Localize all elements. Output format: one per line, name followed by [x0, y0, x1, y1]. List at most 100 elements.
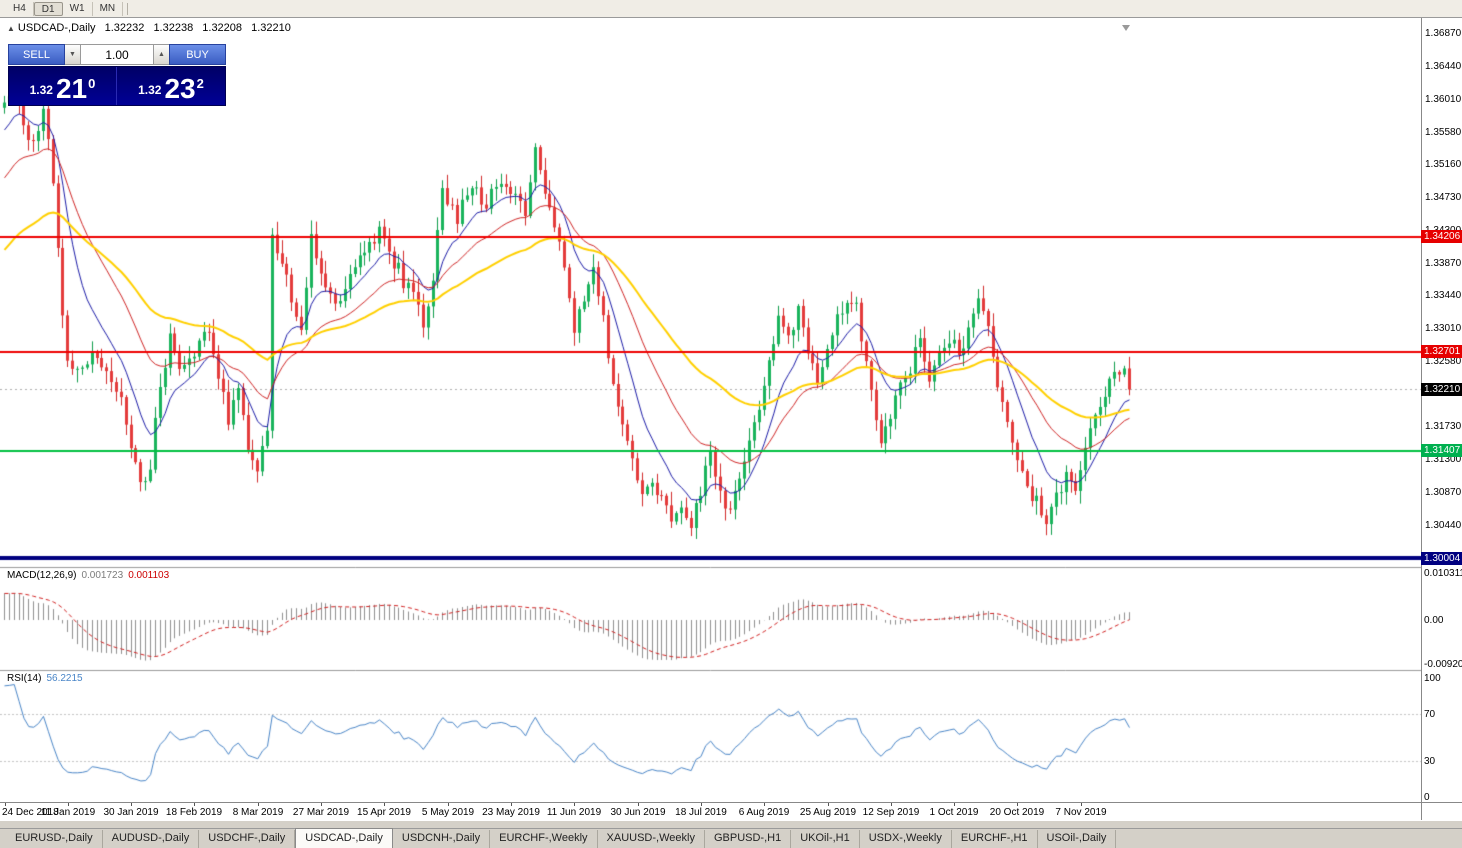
volume-input[interactable] [80, 44, 154, 65]
date-axis-tick [511, 803, 512, 806]
price-axis-tick: 1.33870 [1425, 257, 1462, 269]
date-axis-label: 11 Jun 2019 [546, 807, 602, 818]
buy-price-small: 1.32 [138, 83, 162, 97]
price-chart-canvas[interactable] [0, 20, 1421, 802]
macd-axis-label: -0.009203 [1424, 659, 1462, 670]
ohlc-low: 1.32208 [202, 22, 243, 34]
price-axis-tick: 1.31300 [1425, 454, 1462, 466]
price-level-tag: 1.34206 [1421, 230, 1462, 244]
price-level-tag: 1.32210 [1421, 382, 1462, 396]
price-axis-tick: 1.36440 [1425, 60, 1462, 72]
date-axis-tick [194, 803, 195, 806]
date-axis-label: 30 Jan 2019 [103, 807, 159, 818]
date-axis-label: 1 Oct 2019 [929, 807, 979, 818]
date-axis-tick [131, 803, 132, 806]
price-axis-tick: 1.35160 [1425, 158, 1462, 170]
date-axis-label: 6 Aug 2019 [738, 807, 790, 818]
timeframe-button-h4[interactable]: H4 [6, 1, 34, 16]
rsi-axis-label: 70 [1424, 708, 1436, 720]
sell-button[interactable]: SELL [8, 44, 65, 65]
volume-up-icon[interactable]: ▲ [154, 44, 169, 65]
date-axis-tick [891, 803, 892, 806]
chart-tab-eurchf[interactable]: EURCHF-,Weekly [490, 830, 598, 848]
rsi-axis-label: 100 [1424, 673, 1441, 684]
chart-tab-usdcnh[interactable]: USDCNH-,Daily [393, 830, 491, 848]
sell-price-small: 1.32 [29, 83, 53, 97]
rsi-label: RSI(14) 56.2215 [7, 673, 83, 684]
date-axis-label: 15 Apr 2019 [357, 807, 411, 818]
price-axis-tick: 1.33010 [1425, 323, 1462, 335]
ohlc-open: 1.32232 [104, 22, 145, 34]
volume-down-icon[interactable]: ▼ [65, 44, 80, 65]
chart-tab-audusd[interactable]: AUDUSD-,Daily [103, 830, 200, 848]
chart-tab-usoil[interactable]: USOil-,Daily [1038, 830, 1117, 848]
macd-main-value: 0.001723 [81, 570, 124, 581]
date-axis-tick [764, 803, 765, 806]
date-axis-tick [321, 803, 322, 806]
date-axis-tick [954, 803, 955, 806]
rsi-axis-label: 30 [1424, 756, 1436, 768]
date-axis-label: 18 Feb 2019 [165, 807, 223, 818]
axis-corner-divider [1421, 803, 1422, 821]
date-axis-label: 11 Jan 2019 [40, 807, 96, 818]
price-axis-tick: 1.36010 [1425, 93, 1462, 105]
chart-region: ▲ USDCAD-,Daily 1.32232 1.32238 1.32208 1… [0, 18, 1462, 803]
date-axis-label: 12 Sep 2019 [862, 807, 920, 818]
date-axis-label: 23 May 2019 [482, 807, 540, 818]
price-axis-tick: 1.36870 [1425, 28, 1462, 39]
chart-tab-usdx[interactable]: USDX-,Weekly [860, 830, 952, 848]
date-axis-label: 7 Nov 2019 [1055, 807, 1107, 818]
sell-price-display[interactable]: 1.32 21 0 [9, 67, 117, 105]
date-axis-tick [701, 803, 702, 806]
rsi-axis-label: 0 [1424, 792, 1430, 803]
timeframe-toolbar: H4 D1 W1 MN [0, 0, 1462, 18]
date-axis-tick [384, 803, 385, 806]
price-axis [1421, 18, 1462, 802]
chart-tab-eurchf[interactable]: EURCHF-,H1 [952, 830, 1038, 848]
price-axis-tick: 1.34300 [1425, 225, 1461, 236]
buy-price-display[interactable]: 1.32 23 2 [117, 67, 225, 105]
buy-button[interactable]: BUY [169, 44, 226, 65]
chart-title: ▲ USDCAD-,Daily 1.32232 1.32238 1.32208 1… [7, 22, 291, 34]
sell-price-big: 21 [55, 73, 88, 104]
buy-price-sup: 2 [196, 76, 204, 91]
date-axis-tick [1081, 803, 1082, 806]
chart-tab-eurusd[interactable]: EURUSD-,Daily [6, 830, 103, 848]
price-level-tag: 1.30004 [1421, 551, 1462, 565]
price-level-tag: 1.31407 [1421, 444, 1462, 458]
chart-shift-marker-icon[interactable] [1122, 25, 1130, 31]
timeframe-button-w1[interactable]: W1 [63, 1, 93, 16]
date-axis-label: 27 Mar 2019 [292, 807, 350, 818]
status-strip [0, 820, 1462, 828]
toolbar-separator [127, 2, 129, 15]
chart-tab-usdcad[interactable]: USDCAD-,Daily [295, 828, 393, 848]
chart-tab-gbpusd[interactable]: GBPUSD-,H1 [705, 830, 792, 848]
price-axis-tick: 1.30870 [1425, 487, 1462, 498]
chart-tab-bar: EURUSD-,Daily AUDUSD-,Daily USDCHF-,Daily U… [0, 828, 1462, 848]
date-axis-tick [5, 803, 6, 806]
price-axis-tick: 1.35580 [1425, 126, 1462, 138]
macd-axis-label: 0.010311 [1424, 568, 1462, 579]
sell-price-sup: 0 [88, 76, 96, 91]
date-axis-label: 20 Oct 2019 [989, 807, 1045, 818]
date-axis-label: 24 Dec 2018 [2, 807, 59, 818]
price-axis-tick: 1.30440 [1425, 519, 1462, 531]
timeframe-button-d1[interactable]: D1 [33, 1, 63, 16]
collapse-arrow-icon[interactable]: ▲ [7, 24, 15, 33]
timeframe-button-mn[interactable]: MN [93, 1, 124, 16]
chart-tab-usdchf[interactable]: USDCHF-,Daily [199, 830, 296, 848]
date-axis-tick [258, 803, 259, 806]
ohlc-high: 1.32238 [153, 22, 194, 34]
date-axis-tick [638, 803, 639, 806]
chart-tab-ukoil[interactable]: UKOil-,H1 [791, 830, 860, 848]
date-axis-label: 30 Jun 2019 [610, 807, 666, 818]
ohlc-close: 1.32210 [251, 22, 291, 34]
macd-signal-value: 0.001103 [128, 570, 170, 581]
date-axis: 24 Dec 2018 11 Jan 2019 30 Jan 2019 18 Feb … [0, 802, 1462, 821]
date-axis-tick [68, 803, 69, 806]
price-level-tag: 1.32701 [1421, 345, 1462, 359]
buy-price-big: 23 [164, 73, 196, 104]
chart-tab-xauusd[interactable]: XAUUSD-,Weekly [598, 830, 705, 848]
date-axis-label: 18 Jul 2019 [675, 807, 727, 818]
